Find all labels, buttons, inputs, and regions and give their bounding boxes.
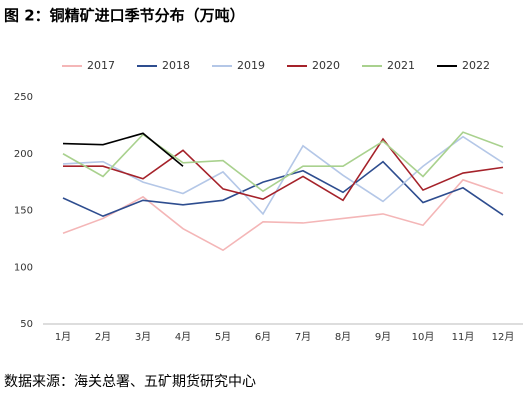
chart-title: 图 2：铜精矿进口季节分布（万吨） xyxy=(4,7,245,25)
legend-label: 2018 xyxy=(162,59,190,72)
x-tick-label: 5月 xyxy=(215,331,231,343)
x-tick-label: 6月 xyxy=(255,331,271,343)
legend-label: 2019 xyxy=(237,59,265,72)
x-tick-label: 2月 xyxy=(95,331,111,343)
x-tick-label: 9月 xyxy=(375,331,391,343)
series-line xyxy=(63,137,504,202)
x-tick-label: 3月 xyxy=(135,331,151,343)
x-tick-label: 12月 xyxy=(492,331,515,343)
series-line xyxy=(62,135,504,216)
y-tick-label: 50 xyxy=(20,319,33,330)
series-line xyxy=(62,178,504,252)
series-line xyxy=(62,132,184,167)
x-tick-label: 10月 xyxy=(412,331,435,343)
y-tick-label: 250 xyxy=(14,92,33,103)
y-tick-label: 200 xyxy=(14,149,33,160)
x-tick-label: 7月 xyxy=(295,331,311,343)
legend-label: 2021 xyxy=(387,59,415,72)
x-tick-label: 8月 xyxy=(335,331,351,343)
y-tick-label: 150 xyxy=(14,206,33,217)
legend-label: 2022 xyxy=(462,59,490,72)
legend-label: 2020 xyxy=(312,59,340,72)
legend-label: 2017 xyxy=(87,59,115,72)
y-tick-label: 100 xyxy=(14,262,33,273)
source-note: 数据来源：海关总署、五矿期货研究中心 xyxy=(4,373,256,390)
x-tick-label: 4月 xyxy=(175,331,191,343)
x-tick-label: 11月 xyxy=(452,331,475,343)
series-line xyxy=(62,160,504,218)
x-tick-label: 1月 xyxy=(55,331,71,343)
series-line xyxy=(62,131,504,193)
